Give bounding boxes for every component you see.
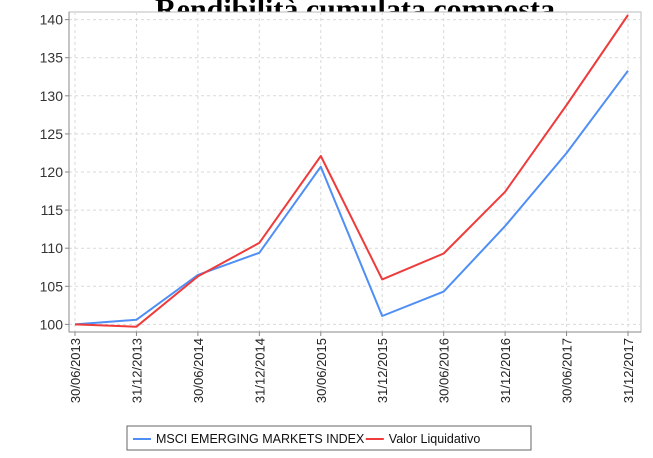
- x-tick-label: 31/12/2013: [129, 338, 144, 403]
- y-tick-label: 135: [40, 50, 64, 66]
- x-tick-label: 31/12/2015: [375, 338, 390, 403]
- series-line-1: [74, 70, 629, 326]
- y-tick-label: 100: [40, 316, 64, 332]
- y-tick-label: 105: [40, 278, 64, 294]
- y-tick-label: 130: [40, 88, 64, 104]
- y-tick-label: 115: [41, 202, 64, 218]
- x-tick-label: 31/12/2014: [252, 338, 267, 403]
- x-tick-label: 30/06/2014: [191, 338, 206, 403]
- y-tick-label: 110: [41, 240, 64, 256]
- legend-label: Valor Liquidativo: [389, 432, 481, 446]
- x-tick-label: 30/06/2015: [314, 338, 329, 403]
- x-tick-label: 30/06/2013: [68, 338, 83, 403]
- x-tick-label: 31/12/2017: [621, 338, 636, 403]
- legend: [126, 425, 532, 451]
- x-tick-label: 31/12/2016: [498, 338, 513, 403]
- x-tick-label: 30/06/2016: [437, 338, 452, 403]
- y-tick-label: 120: [40, 164, 64, 180]
- series-line-2: [74, 14, 629, 328]
- y-tick-label: 140: [40, 12, 64, 28]
- legend-label: MSCI EMERGING MARKETS INDEX: [156, 432, 365, 446]
- y-tick-label: 125: [40, 126, 64, 142]
- x-tick-label: 30/06/2017: [560, 338, 575, 403]
